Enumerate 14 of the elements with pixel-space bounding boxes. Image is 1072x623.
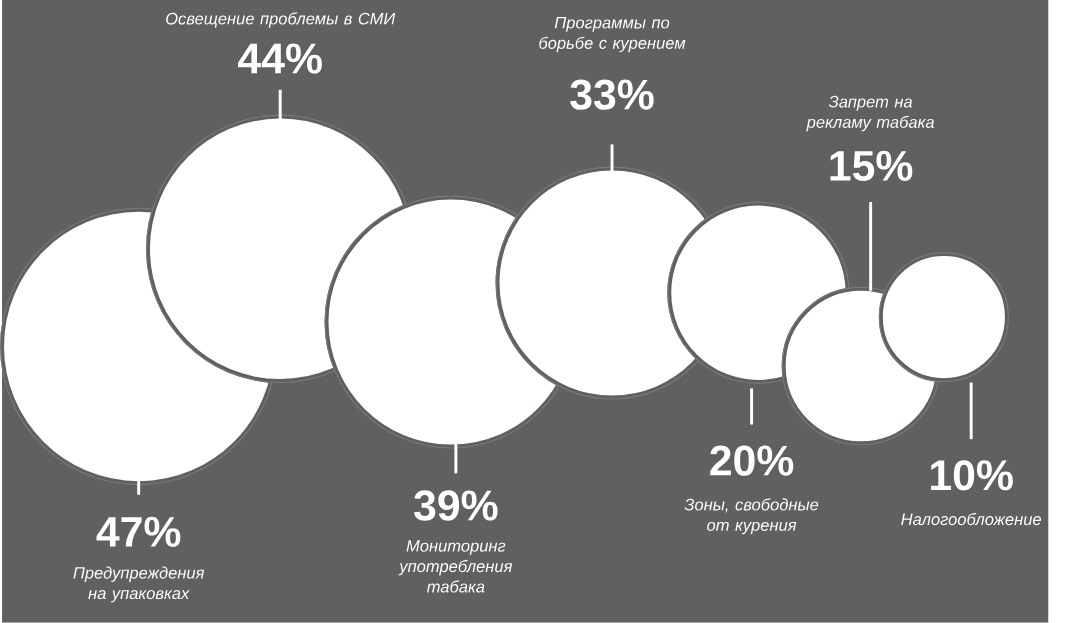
data-label: 47% xyxy=(96,517,181,548)
data-label: 39% xyxy=(414,490,498,521)
data-label: 33% xyxy=(570,79,654,111)
category-label: Предупреждения на упаковках xyxy=(73,566,205,603)
category-label: Зоны, свободные от курения xyxy=(684,498,819,535)
category-label: Запрет на рекламу табака xyxy=(806,96,935,132)
category-label: Мониторинг употребления табака xyxy=(398,540,513,593)
data-label: 44% xyxy=(238,43,322,74)
data-label: 15% xyxy=(830,150,913,182)
category-label: Программы по борьбе с курением xyxy=(539,17,686,53)
category-label: Налогообложение xyxy=(901,513,1042,526)
category-label: Освещение проблемы в СМИ xyxy=(166,12,396,28)
data-label: 20% xyxy=(710,445,794,476)
data-label: 10% xyxy=(931,460,1013,491)
